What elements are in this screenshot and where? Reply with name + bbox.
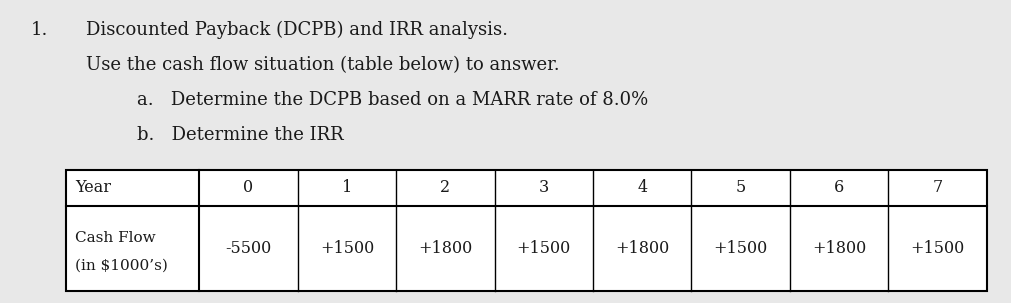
Text: b.   Determine the IRR: b. Determine the IRR: [136, 126, 343, 144]
Text: +1800: +1800: [418, 240, 472, 257]
Bar: [66, 170, 986, 291]
Text: 0: 0: [244, 179, 254, 196]
Text: Year: Year: [75, 179, 111, 196]
Text: Discounted Payback (DCPB) and IRR analysis.: Discounted Payback (DCPB) and IRR analys…: [86, 21, 508, 39]
Text: 1: 1: [342, 179, 352, 196]
Text: +1500: +1500: [910, 240, 963, 257]
Text: 5: 5: [735, 179, 745, 196]
Text: +1500: +1500: [319, 240, 374, 257]
Text: 6: 6: [833, 179, 843, 196]
Text: +1800: +1800: [615, 240, 668, 257]
Text: -5500: -5500: [225, 240, 271, 257]
Text: 4: 4: [637, 179, 647, 196]
Text: +1500: +1500: [713, 240, 767, 257]
Text: (in $1000’s): (in $1000’s): [75, 258, 168, 272]
Text: +1800: +1800: [811, 240, 865, 257]
Text: Use the cash flow situation (table below) to answer.: Use the cash flow situation (table below…: [86, 56, 559, 74]
Text: +1500: +1500: [517, 240, 570, 257]
Text: a.   Determine the DCPB based on a MARR rate of 8.0%: a. Determine the DCPB based on a MARR ra…: [136, 91, 647, 109]
Text: 7: 7: [931, 179, 941, 196]
Text: 2: 2: [440, 179, 450, 196]
Text: 1.: 1.: [30, 21, 48, 39]
Text: Cash Flow: Cash Flow: [75, 231, 156, 245]
Text: 3: 3: [538, 179, 548, 196]
